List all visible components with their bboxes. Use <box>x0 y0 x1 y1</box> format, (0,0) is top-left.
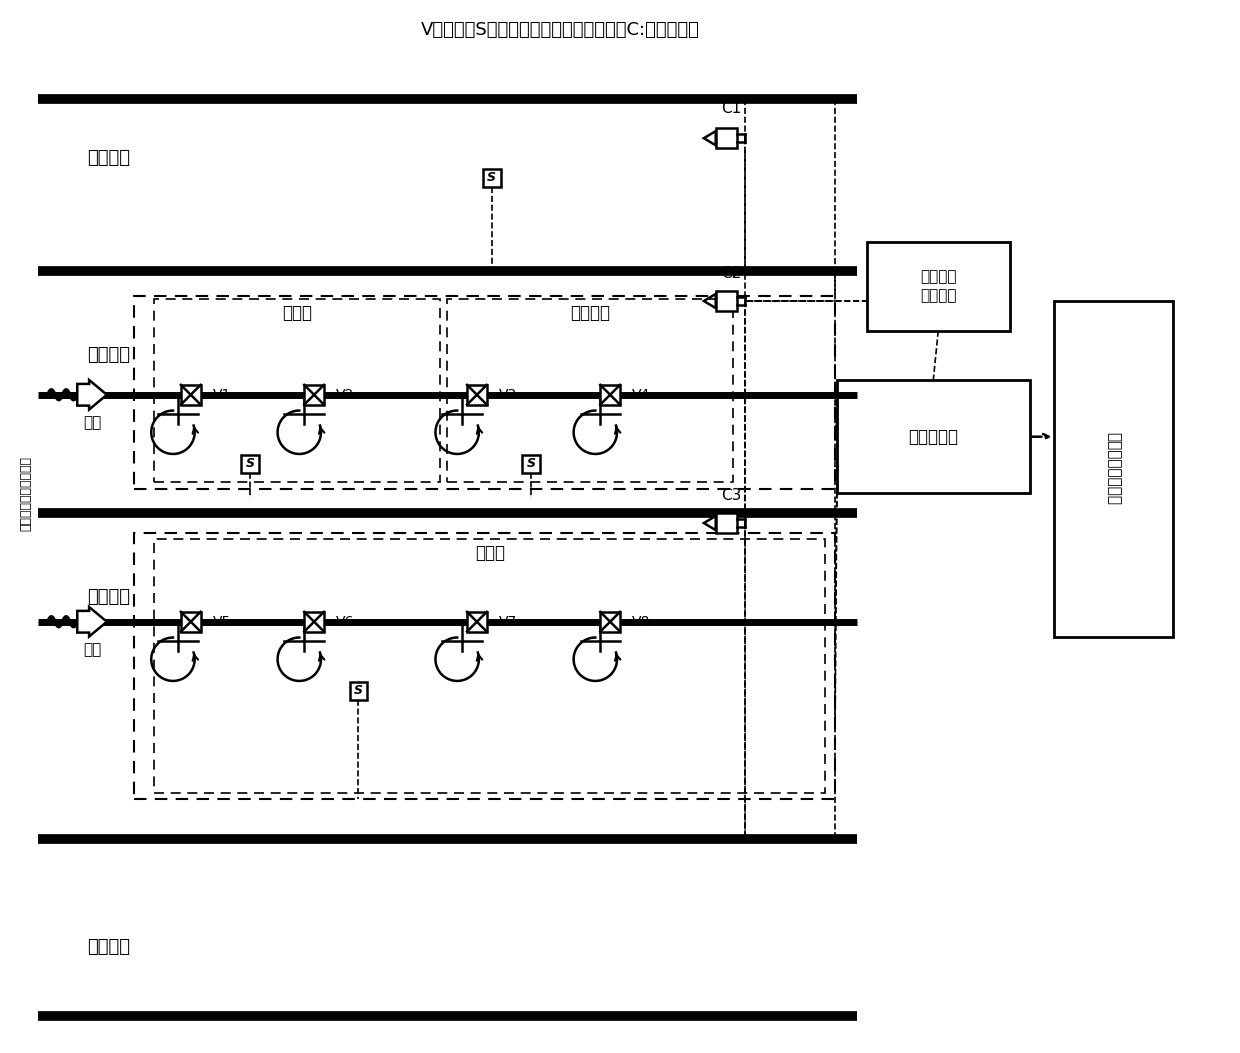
Bar <box>715 291 738 311</box>
Bar <box>522 455 541 473</box>
Bar <box>350 682 367 699</box>
Bar <box>600 385 620 404</box>
Text: 调度中心控制系统: 调度中心控制系统 <box>1106 433 1121 505</box>
Text: V6: V6 <box>336 615 355 629</box>
Text: S: S <box>353 684 363 697</box>
Text: C2: C2 <box>722 266 742 281</box>
Text: V3: V3 <box>498 388 517 402</box>
Text: V5: V5 <box>212 615 231 629</box>
Text: 送风: 送风 <box>83 415 102 430</box>
Text: V1: V1 <box>212 388 231 402</box>
Bar <box>1054 301 1173 636</box>
FancyArrow shape <box>77 380 107 410</box>
Text: 候车区: 候车区 <box>475 543 505 561</box>
Bar <box>304 612 324 632</box>
Text: 售票区: 售票区 <box>283 304 312 322</box>
Bar <box>134 296 835 489</box>
Text: 空调机组及空气处理机: 空调机组及空气处理机 <box>20 456 32 531</box>
Text: 站点视频: 站点视频 <box>920 269 956 284</box>
Text: V4: V4 <box>632 388 650 402</box>
Bar <box>448 299 734 481</box>
Text: S: S <box>487 172 496 184</box>
Text: C3: C3 <box>722 488 742 503</box>
Bar <box>241 455 259 473</box>
Bar <box>181 612 201 632</box>
Text: 隧道区域: 隧道区域 <box>87 938 130 956</box>
Bar <box>482 168 501 186</box>
Text: V7: V7 <box>498 615 517 629</box>
Text: 站厅区域: 站厅区域 <box>87 346 130 364</box>
Text: 监控系统: 监控系统 <box>920 289 956 303</box>
Text: 站台区域: 站台区域 <box>87 588 130 607</box>
FancyArrow shape <box>77 607 107 636</box>
Bar <box>715 128 738 148</box>
Text: 站点控制器: 站点控制器 <box>909 428 959 445</box>
Bar <box>134 533 835 799</box>
Bar <box>304 385 324 404</box>
Bar <box>154 539 826 793</box>
Bar <box>181 385 201 404</box>
Text: C1: C1 <box>722 101 742 116</box>
Bar <box>837 380 1029 494</box>
Text: 室外区域: 室外区域 <box>87 148 130 167</box>
Text: 非售票区: 非售票区 <box>570 304 610 322</box>
Text: S: S <box>527 457 536 471</box>
Text: V2: V2 <box>336 388 355 402</box>
Bar <box>467 612 487 632</box>
Text: S: S <box>246 457 254 471</box>
Text: V8: V8 <box>632 615 650 629</box>
Bar <box>600 612 620 632</box>
Bar <box>715 513 738 533</box>
Text: 送风: 送风 <box>83 642 102 657</box>
Bar <box>467 385 487 404</box>
Text: V：风阀；S：温度传感器和湿度传感器；C:视频摄像头: V：风阀；S：温度传感器和湿度传感器；C:视频摄像头 <box>422 21 701 39</box>
Bar <box>154 299 440 481</box>
Bar <box>867 242 1009 331</box>
